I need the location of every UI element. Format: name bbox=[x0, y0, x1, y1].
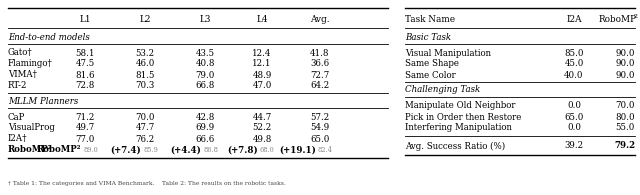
Text: 36.6: 36.6 bbox=[310, 59, 330, 68]
Text: RoboMP²: RoboMP² bbox=[8, 145, 52, 154]
Text: 41.8: 41.8 bbox=[310, 49, 330, 58]
Text: L3: L3 bbox=[199, 15, 211, 25]
Text: 69.9: 69.9 bbox=[195, 123, 214, 132]
Text: 80.0: 80.0 bbox=[615, 113, 635, 121]
Text: 58.1: 58.1 bbox=[76, 49, 95, 58]
Text: (+19.1): (+19.1) bbox=[279, 145, 316, 154]
Text: RoboMP: RoboMP bbox=[599, 15, 637, 25]
Text: 68.0: 68.0 bbox=[260, 146, 275, 154]
Text: 55.0: 55.0 bbox=[615, 123, 635, 132]
Text: RoboMP²: RoboMP² bbox=[36, 145, 81, 154]
Text: CaP: CaP bbox=[8, 113, 26, 121]
Text: (+4.4): (+4.4) bbox=[170, 145, 201, 154]
Text: 49.7: 49.7 bbox=[76, 123, 95, 132]
Text: 77.0: 77.0 bbox=[76, 135, 95, 144]
Text: Task Name: Task Name bbox=[405, 15, 455, 25]
Text: Challenging Task: Challenging Task bbox=[405, 85, 480, 95]
Text: 0.0: 0.0 bbox=[567, 123, 581, 132]
Text: 2: 2 bbox=[634, 14, 638, 20]
Text: 72.7: 72.7 bbox=[310, 71, 330, 80]
Text: Pick in Order then Restore: Pick in Order then Restore bbox=[405, 113, 522, 121]
Text: I2A: I2A bbox=[566, 15, 582, 25]
Text: 90.0: 90.0 bbox=[615, 71, 635, 80]
Text: (+7.8): (+7.8) bbox=[227, 145, 258, 154]
Text: 46.0: 46.0 bbox=[135, 59, 155, 68]
Text: 81.6: 81.6 bbox=[76, 71, 95, 80]
Text: † Table 1: The categories and VIMA Benchmark.    Table 2: The results on the rob: † Table 1: The categories and VIMA Bench… bbox=[8, 181, 285, 185]
Text: 64.2: 64.2 bbox=[310, 82, 330, 90]
Text: 71.2: 71.2 bbox=[76, 113, 95, 121]
Text: VisualProg: VisualProg bbox=[8, 123, 55, 132]
Text: L4: L4 bbox=[256, 15, 268, 25]
Text: 81.5: 81.5 bbox=[135, 71, 155, 80]
Text: 72.8: 72.8 bbox=[76, 82, 95, 90]
Text: 52.2: 52.2 bbox=[252, 123, 271, 132]
Text: VIMA†: VIMA† bbox=[8, 71, 37, 80]
Text: 47.5: 47.5 bbox=[76, 59, 95, 68]
Text: 47.7: 47.7 bbox=[136, 123, 155, 132]
Text: 85.0: 85.0 bbox=[564, 49, 584, 58]
Text: Gato†: Gato† bbox=[8, 49, 33, 58]
Text: 76.2: 76.2 bbox=[136, 135, 155, 144]
Text: L1: L1 bbox=[79, 15, 91, 25]
Text: 90.0: 90.0 bbox=[615, 59, 635, 68]
Text: 44.7: 44.7 bbox=[252, 113, 271, 121]
Text: 65.0: 65.0 bbox=[310, 135, 330, 144]
Text: 82.4: 82.4 bbox=[318, 146, 333, 154]
Text: 89.0: 89.0 bbox=[83, 146, 98, 154]
Text: Same Shape: Same Shape bbox=[405, 59, 459, 68]
Text: 45.0: 45.0 bbox=[564, 59, 584, 68]
Text: 12.4: 12.4 bbox=[252, 49, 272, 58]
Text: 54.9: 54.9 bbox=[310, 123, 330, 132]
Text: (+7.4): (+7.4) bbox=[110, 145, 141, 154]
Text: 40.0: 40.0 bbox=[564, 71, 584, 80]
Text: 47.0: 47.0 bbox=[252, 82, 272, 90]
Text: Flamingo†: Flamingo† bbox=[8, 59, 53, 68]
Text: MLLM Planners: MLLM Planners bbox=[8, 97, 78, 105]
Text: 43.5: 43.5 bbox=[195, 49, 214, 58]
Text: 12.1: 12.1 bbox=[252, 59, 272, 68]
Text: 85.9: 85.9 bbox=[143, 146, 158, 154]
Text: 86.8: 86.8 bbox=[203, 146, 218, 154]
Text: 48.9: 48.9 bbox=[252, 71, 272, 80]
Text: Basic Task: Basic Task bbox=[405, 33, 451, 42]
Text: 57.2: 57.2 bbox=[310, 113, 330, 121]
Text: Visual Manipulation: Visual Manipulation bbox=[405, 49, 491, 58]
Text: Avg.: Avg. bbox=[310, 15, 330, 25]
Text: Same Color: Same Color bbox=[405, 71, 456, 80]
Text: 42.8: 42.8 bbox=[195, 113, 214, 121]
Text: 66.8: 66.8 bbox=[195, 82, 214, 90]
Text: 79.2: 79.2 bbox=[614, 142, 636, 151]
Text: 70.3: 70.3 bbox=[136, 82, 155, 90]
Text: I2A†: I2A† bbox=[8, 135, 28, 144]
Text: 70.0: 70.0 bbox=[135, 113, 155, 121]
Text: Interfering Manipulation: Interfering Manipulation bbox=[405, 123, 512, 132]
Text: Avg. Success Ratio (%): Avg. Success Ratio (%) bbox=[405, 141, 505, 151]
Text: Manipulate Old Neighbor: Manipulate Old Neighbor bbox=[405, 102, 515, 111]
Text: 90.0: 90.0 bbox=[615, 49, 635, 58]
Text: 79.0: 79.0 bbox=[195, 71, 214, 80]
Text: 65.0: 65.0 bbox=[564, 113, 584, 121]
Text: 70.0: 70.0 bbox=[615, 102, 635, 111]
Text: 0.0: 0.0 bbox=[567, 102, 581, 111]
Text: RT-2: RT-2 bbox=[8, 82, 28, 90]
Text: 53.2: 53.2 bbox=[136, 49, 155, 58]
Text: End-to-end models: End-to-end models bbox=[8, 33, 90, 42]
Text: 66.6: 66.6 bbox=[195, 135, 214, 144]
Text: 49.8: 49.8 bbox=[252, 135, 272, 144]
Text: 39.2: 39.2 bbox=[564, 142, 584, 151]
Text: 40.8: 40.8 bbox=[195, 59, 215, 68]
Text: L2: L2 bbox=[140, 15, 151, 25]
